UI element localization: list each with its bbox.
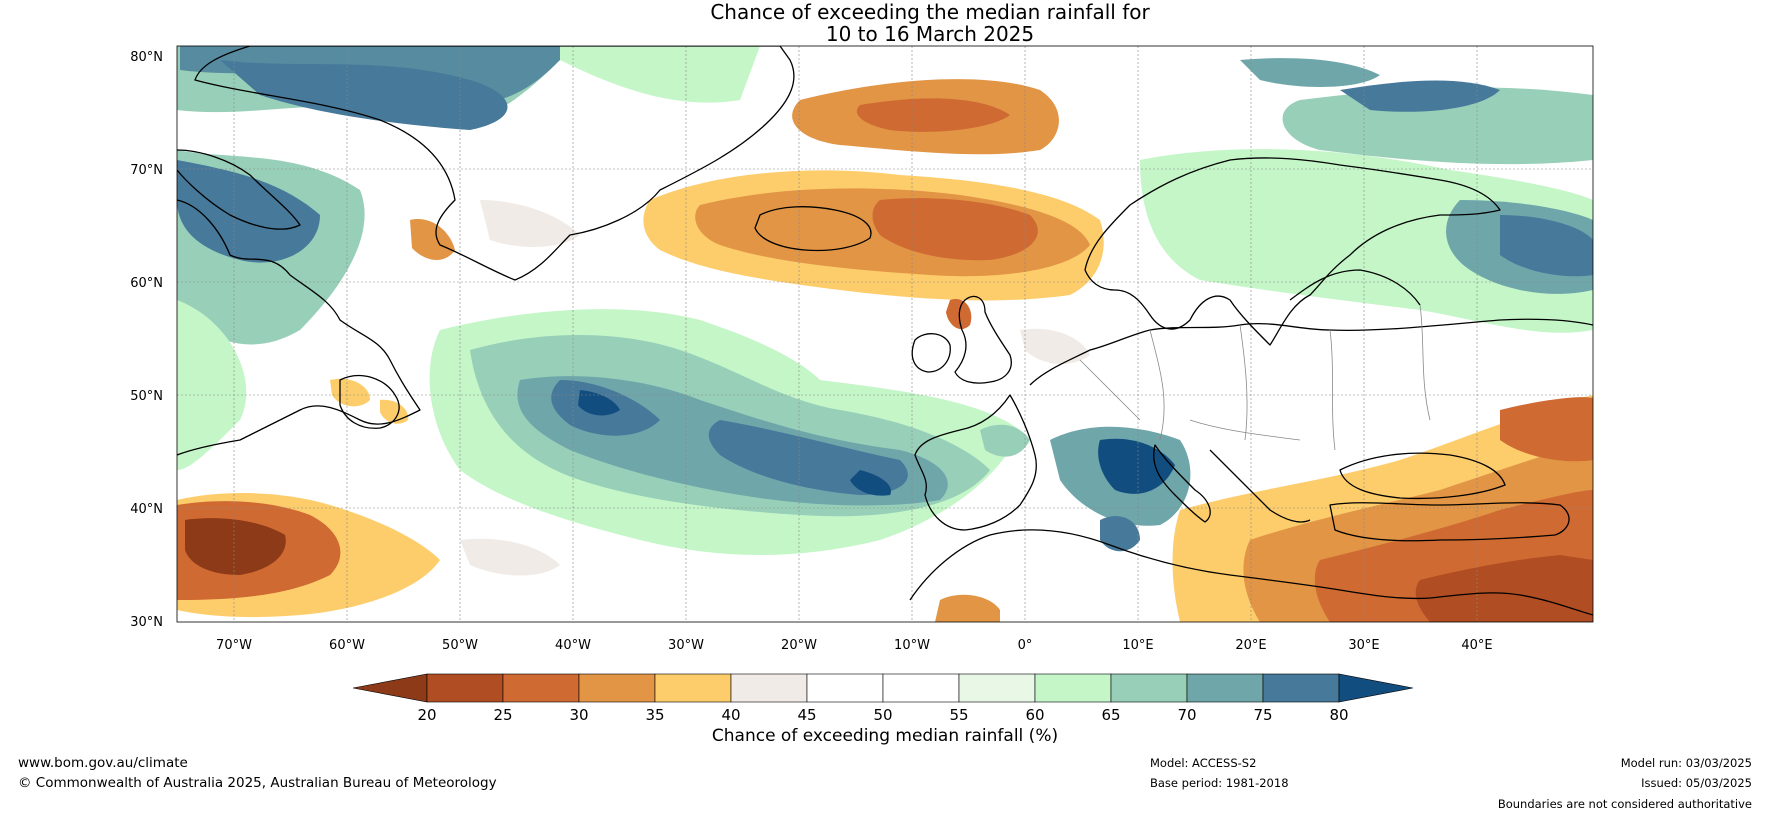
colorbar-tick-label: 50 — [873, 706, 892, 724]
black-sea-coast — [1339, 452, 1506, 500]
map-panel — [177, 46, 1593, 622]
footer-disclaimer: Boundaries are not considered authoritat… — [1498, 797, 1752, 811]
finland-coast — [1289, 269, 1421, 306]
colorbar-label: Chance of exceeding median rainfall (%) — [711, 726, 1059, 746]
lat-label-80: 80°N — [130, 50, 163, 65]
colorbar-tick-label: 45 — [797, 706, 816, 724]
colorbar-segment — [426, 673, 504, 703]
colorbar-tick-label: 80 — [1329, 706, 1348, 724]
colorbar-tick-label: 30 — [569, 706, 588, 724]
canada-coast — [177, 199, 421, 456]
norway-coast — [1084, 157, 1501, 346]
britain-coast — [954, 295, 1012, 384]
greenland-coast — [194, 46, 795, 281]
graticule — [177, 46, 1593, 622]
lon-label-10w: 10°W — [894, 638, 930, 653]
lon-label-40e: 40°E — [1461, 638, 1492, 653]
footer-model: Model: ACCESS-S2 — [1150, 756, 1256, 770]
italy-coast — [1153, 444, 1211, 523]
footer-base-period: Base period: 1981-2018 — [1150, 776, 1289, 790]
colorbar-tick-label: 40 — [721, 706, 740, 724]
north-africa-coast — [909, 529, 1593, 616]
colorbar-tick-label: 20 — [417, 706, 436, 724]
colorbar-tick-label: 70 — [1177, 706, 1196, 724]
colorbar-segment — [806, 673, 884, 703]
lon-label-30w: 30°W — [668, 638, 704, 653]
colorbar-tick-label: 75 — [1253, 706, 1272, 724]
ireland-coast — [911, 333, 951, 373]
iceland-coast — [754, 206, 872, 252]
lat-label-50: 50°N — [130, 389, 163, 404]
coastlines — [177, 46, 1593, 616]
europe-coast — [1029, 318, 1593, 386]
colorbar: 20 25 30 35 40 45 50 55 60 65 70 75 80 — [352, 673, 1414, 724]
colorbar-tick-label: 65 — [1101, 706, 1120, 724]
colorbar-segment — [502, 673, 580, 703]
footer: www.bom.gov.au/climate © Commonwealth of… — [18, 755, 1752, 811]
lon-label-40w: 40°W — [555, 638, 591, 653]
newfoundland-coast — [339, 375, 400, 429]
colorbar-segment — [882, 673, 960, 703]
colorbar-segment — [958, 673, 1036, 703]
lon-label-0: 0° — [1018, 638, 1033, 653]
iberia-coast — [914, 394, 1037, 531]
footer-copyright: © Commonwealth of Australia 2025, Austra… — [18, 775, 497, 791]
lat-label-40: 40°N — [130, 502, 163, 517]
lon-label-30e: 30°E — [1348, 638, 1379, 653]
colorbar-segment — [1262, 673, 1340, 703]
colorbar-tick-label: 35 — [645, 706, 664, 724]
colorbar-segment — [730, 673, 808, 703]
lon-label-20e: 20°E — [1235, 638, 1266, 653]
longitude-labels: 70°W 60°W 50°W 40°W 30°W 20°W 10°W 0° 10… — [216, 638, 1493, 653]
footer-issued: Issued: 05/03/2025 — [1641, 776, 1752, 790]
lon-label-20w: 20°W — [781, 638, 817, 653]
footer-website: www.bom.gov.au/climate — [18, 755, 188, 771]
colorbar-segment — [654, 673, 732, 703]
turkey-coast — [1329, 502, 1570, 542]
colorbar-segment — [1034, 673, 1112, 703]
lat-label-30: 30°N — [130, 615, 163, 630]
colorbar-segment — [1110, 673, 1188, 703]
lon-label-10e: 10°E — [1122, 638, 1153, 653]
baffin-coast — [177, 149, 301, 230]
map-title-line1: Chance of exceeding the median rainfall … — [710, 0, 1150, 24]
colorbar-segment — [578, 673, 656, 703]
map-title-line2: 10 to 16 March 2025 — [825, 22, 1035, 46]
colorbar-extend-high — [1338, 673, 1414, 703]
colorbar-tick-label: 60 — [1025, 706, 1044, 724]
latitude-labels: 30°N 40°N 50°N 60°N 70°N 80°N — [130, 50, 163, 630]
colorbar-extend-low — [352, 673, 428, 703]
colorbar-tick-label: 55 — [949, 706, 968, 724]
colorbar-tick-label: 25 — [493, 706, 512, 724]
lat-label-60: 60°N — [130, 276, 163, 291]
lat-label-70: 70°N — [130, 163, 163, 178]
map-frame — [176, 45, 1594, 623]
lon-label-60w: 60°W — [329, 638, 365, 653]
balkans-coast — [1209, 449, 1311, 523]
footer-model-run: Model run: 03/03/2025 — [1621, 756, 1752, 770]
probability-shading — [177, 46, 1593, 622]
colorbar-segment — [1186, 673, 1264, 703]
lon-label-50w: 50°W — [442, 638, 478, 653]
country-borders — [1079, 304, 1431, 451]
lon-label-70w: 70°W — [216, 638, 252, 653]
